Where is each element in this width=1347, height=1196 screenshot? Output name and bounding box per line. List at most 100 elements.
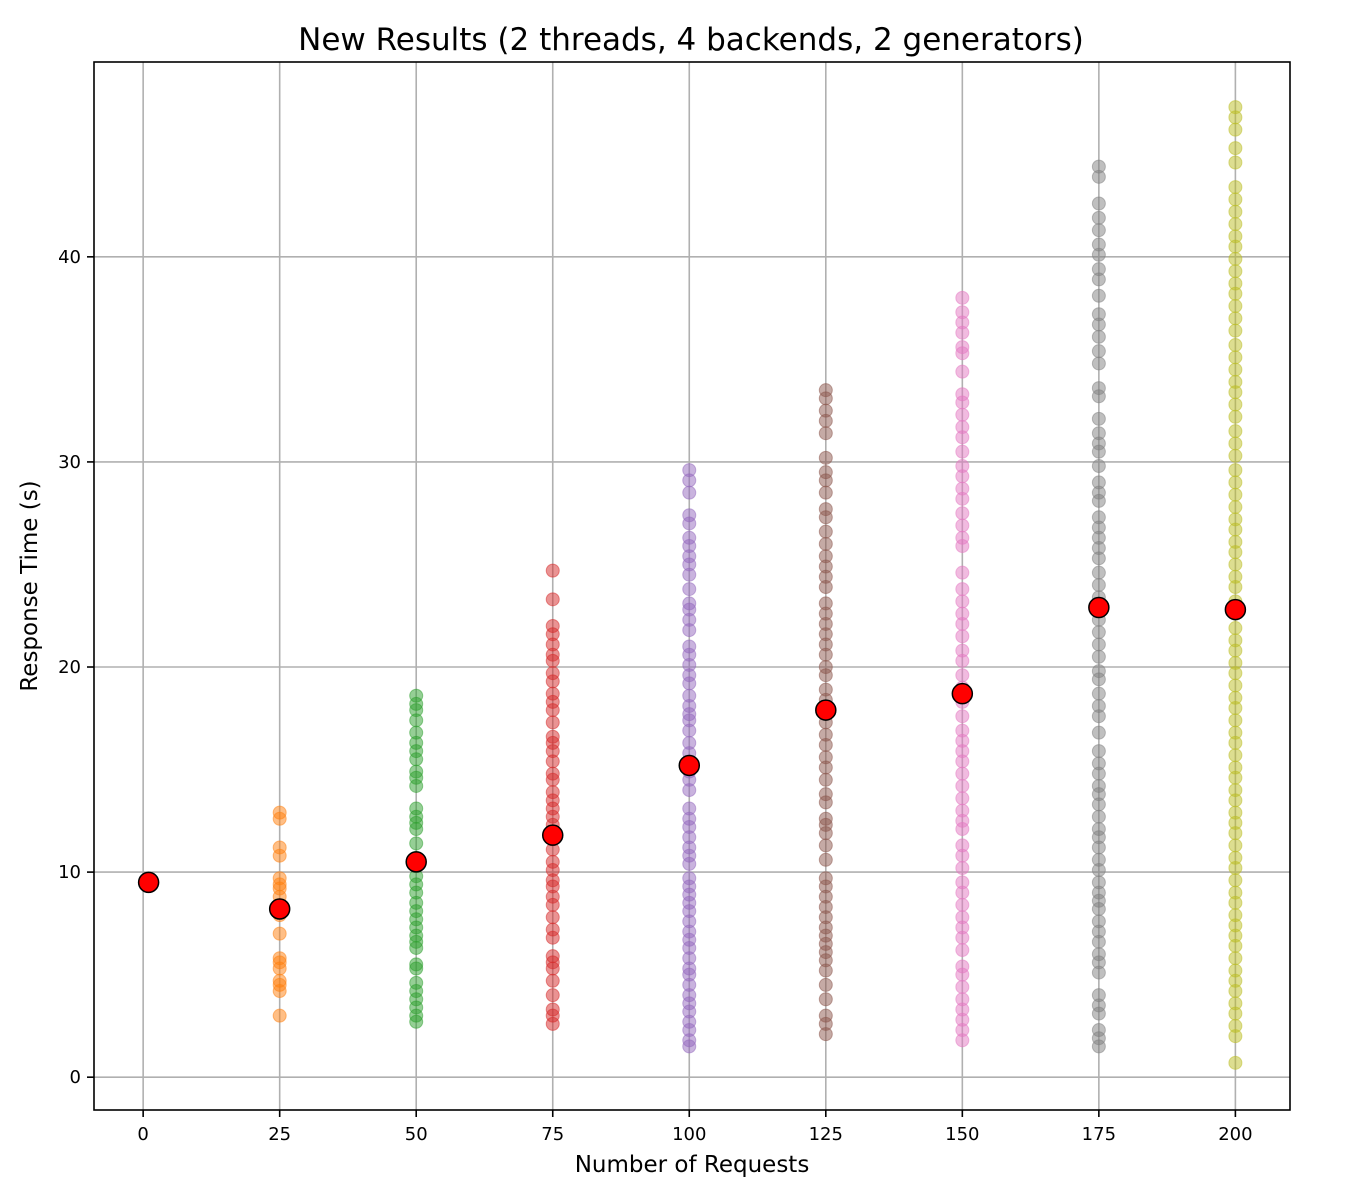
data-point (272, 973, 287, 988)
data-point (272, 951, 287, 966)
y-tick-label: 10 (58, 862, 81, 883)
data-point (955, 897, 970, 912)
data-point (1228, 569, 1243, 584)
data-point (545, 563, 560, 578)
data-point (818, 871, 833, 886)
data-point (1091, 475, 1106, 490)
series-75-points (545, 563, 560, 1031)
data-point (1228, 141, 1243, 156)
data-point (1228, 725, 1243, 740)
mean-point (815, 699, 837, 721)
data-point (545, 1002, 560, 1017)
data-point (1228, 192, 1243, 207)
data-point (955, 606, 970, 621)
data-point (818, 750, 833, 765)
x-tick-label: 125 (809, 1124, 843, 1145)
series-175-points (1091, 159, 1106, 1054)
data-point (818, 787, 833, 802)
data-point (1091, 307, 1106, 322)
data-point (1091, 329, 1106, 344)
data-point (1228, 217, 1243, 232)
data-point (272, 805, 287, 820)
data-point (1228, 760, 1243, 775)
data-point (1228, 180, 1243, 195)
data-point (1228, 908, 1243, 923)
data-point (955, 481, 970, 496)
data-point (955, 668, 970, 683)
x-tick-label: 50 (405, 1124, 428, 1145)
x-tick-label: 25 (268, 1124, 291, 1145)
data-point (955, 565, 970, 580)
data-point (1228, 1018, 1243, 1033)
data-point (545, 592, 560, 607)
data-point (1091, 988, 1106, 1003)
y-tick-label: 20 (58, 657, 81, 678)
data-point (818, 485, 833, 500)
data-point (955, 959, 970, 974)
data-point (955, 943, 970, 958)
data-point (682, 485, 697, 500)
data-point (1091, 725, 1106, 740)
data-point (545, 618, 560, 633)
data-point (682, 508, 697, 523)
data-point (1091, 411, 1106, 426)
data-point (818, 852, 833, 867)
data-point (409, 725, 424, 740)
data-point (409, 764, 424, 779)
data-point (955, 305, 970, 320)
data-point (1091, 875, 1106, 890)
data-point (1091, 196, 1106, 211)
data-point (409, 801, 424, 816)
data-point (955, 875, 970, 890)
data-point (1228, 264, 1243, 279)
data-point (272, 840, 287, 855)
mean-markers (137, 596, 1247, 920)
data-point (1228, 850, 1243, 865)
data-point (955, 506, 970, 521)
data-point (682, 688, 697, 703)
data-point (545, 854, 560, 869)
data-point (1228, 621, 1243, 636)
data-point (682, 596, 697, 611)
data-point (955, 979, 970, 994)
data-point (1228, 229, 1243, 244)
data-point (272, 926, 287, 941)
data-point (1228, 424, 1243, 439)
data-point (1091, 356, 1106, 371)
data-point (1091, 262, 1106, 277)
data-point (1091, 686, 1106, 701)
data-point (1228, 276, 1243, 291)
data-point (545, 785, 560, 800)
data-point (818, 838, 833, 853)
data-point (1091, 510, 1106, 525)
data-point (682, 582, 697, 597)
data-point (682, 735, 697, 750)
data-point (1228, 838, 1243, 853)
data-point (818, 977, 833, 992)
data-point (955, 803, 970, 818)
chart-title: New Results (2 threads, 4 backends, 2 ge… (298, 22, 1084, 58)
x-tick-label: 175 (1082, 1124, 1116, 1145)
data-point (1091, 947, 1106, 962)
data-point (1091, 381, 1106, 396)
mean-point (1224, 598, 1247, 621)
data-point (1091, 664, 1106, 679)
data-point (1091, 744, 1106, 759)
data-point (1091, 159, 1106, 174)
data-point (545, 686, 560, 701)
data-point (955, 791, 970, 806)
data-point (1228, 487, 1243, 502)
data-point (1228, 633, 1243, 648)
data-point (1228, 512, 1243, 527)
mean-point (1088, 596, 1110, 619)
x-tick-label: 200 (1218, 1124, 1252, 1145)
data-point (1091, 698, 1106, 713)
data-point (1228, 805, 1243, 820)
y-axis-label: Response Time (s) (17, 480, 43, 691)
data-point (1228, 963, 1243, 978)
data-point (1228, 463, 1243, 478)
data-point (1091, 237, 1106, 252)
data-point (545, 666, 560, 681)
x-tick-label: 0 (137, 1124, 148, 1145)
